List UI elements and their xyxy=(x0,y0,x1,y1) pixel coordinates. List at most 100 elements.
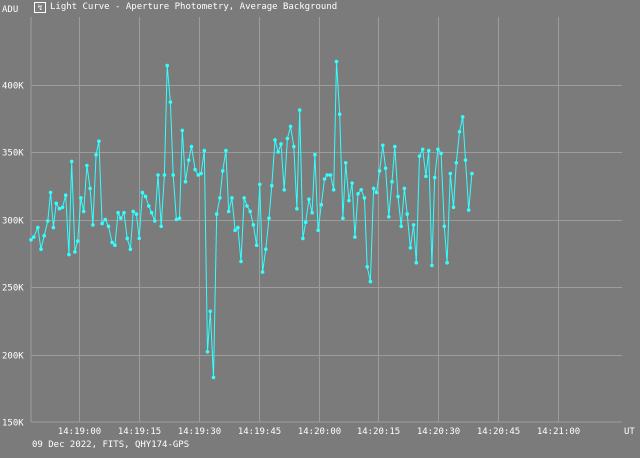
data-point xyxy=(359,188,364,192)
data-point xyxy=(270,183,274,188)
data-point xyxy=(328,173,333,177)
data-point xyxy=(454,161,459,165)
data-point xyxy=(303,220,308,224)
data-point xyxy=(374,190,379,195)
data-point xyxy=(218,196,222,200)
data-point xyxy=(208,309,213,314)
x-tick-label: 14:19:30 xyxy=(178,427,221,437)
data-point xyxy=(174,217,179,222)
series xyxy=(29,59,474,380)
data-point xyxy=(29,238,33,242)
data-point xyxy=(282,188,287,192)
data-point xyxy=(310,210,314,215)
data-point xyxy=(91,223,95,227)
data-point xyxy=(149,210,154,215)
data-point xyxy=(189,144,194,149)
data-point xyxy=(365,265,370,269)
y-tick-label: 400K xyxy=(2,82,24,92)
x-tick-label: 14:21:00 xyxy=(537,427,580,437)
data-point xyxy=(168,100,173,104)
data-point xyxy=(242,196,246,200)
x-tick-label: 14:19:00 xyxy=(58,427,101,437)
x-tick-label: 14:20:15 xyxy=(357,427,400,437)
data-point xyxy=(81,209,86,214)
data-point xyxy=(224,148,228,153)
data-point xyxy=(116,210,120,215)
axes: ADU UT xyxy=(2,5,635,437)
chart-title: Light Curve - Aperture Photometry, Avera… xyxy=(50,2,338,12)
data-point xyxy=(368,279,373,284)
y-axis-label: ADU xyxy=(2,5,18,15)
data-point xyxy=(316,228,320,233)
data-point xyxy=(186,158,191,162)
data-point xyxy=(113,243,117,247)
y-tick-label: 200K xyxy=(2,352,24,362)
data-point xyxy=(436,147,440,152)
data-point xyxy=(239,259,243,264)
data-point xyxy=(193,167,197,172)
data-point xyxy=(442,224,447,229)
data-point xyxy=(353,235,357,239)
data-point xyxy=(69,159,74,164)
data-point xyxy=(350,181,354,185)
y-tick-label: 350K xyxy=(2,149,24,159)
data-point xyxy=(254,243,259,247)
data-point xyxy=(420,147,425,152)
data-point xyxy=(236,225,240,230)
data-point xyxy=(211,375,216,380)
y-tick-labels: 150K 200K 250K 300K 350K 400K xyxy=(2,82,24,429)
data-point xyxy=(110,240,114,245)
data-point xyxy=(165,63,169,68)
data-point xyxy=(73,250,77,254)
data-point xyxy=(214,212,219,216)
data-point xyxy=(463,158,468,162)
data-point xyxy=(448,171,453,176)
data-point xyxy=(42,233,46,238)
data-point xyxy=(371,186,376,191)
data-point xyxy=(414,260,419,265)
data-point xyxy=(383,166,388,170)
data-point xyxy=(171,173,175,177)
data-point xyxy=(417,154,422,158)
data-point xyxy=(445,260,449,265)
data-point xyxy=(307,197,311,201)
data-point xyxy=(125,236,129,241)
data-point xyxy=(276,150,281,154)
data-point xyxy=(322,177,327,181)
data-point xyxy=(57,206,62,211)
data-point xyxy=(457,130,462,134)
data-point xyxy=(54,201,58,206)
data-point xyxy=(264,247,268,251)
data-point xyxy=(245,204,249,208)
data-point xyxy=(51,225,56,230)
data-point xyxy=(230,196,234,200)
data-point xyxy=(60,205,65,210)
data-point xyxy=(226,209,231,214)
data-point xyxy=(319,202,324,207)
data-point xyxy=(356,192,360,196)
y-tick-label: 250K xyxy=(2,284,24,294)
data-point xyxy=(48,190,53,195)
data-point xyxy=(134,212,139,216)
data-point xyxy=(100,221,104,226)
data-point xyxy=(393,144,397,149)
data-point xyxy=(267,216,271,220)
data-point xyxy=(402,186,407,191)
data-point xyxy=(426,148,431,153)
data-point xyxy=(313,152,317,157)
data-point xyxy=(399,224,404,229)
data-point xyxy=(46,219,50,223)
data-point xyxy=(162,173,167,177)
data-point xyxy=(381,143,385,148)
data-point xyxy=(94,152,98,157)
data-point xyxy=(156,173,160,177)
data-point xyxy=(279,142,283,146)
data-point xyxy=(233,228,237,233)
data-point xyxy=(131,209,135,214)
title-bar: ↯ Light Curve - Aperture Photometry, Ave… xyxy=(0,0,640,16)
y-tick-label: 300K xyxy=(2,217,24,227)
data-point xyxy=(258,182,262,187)
data-point xyxy=(63,193,68,197)
data-point xyxy=(39,247,43,251)
